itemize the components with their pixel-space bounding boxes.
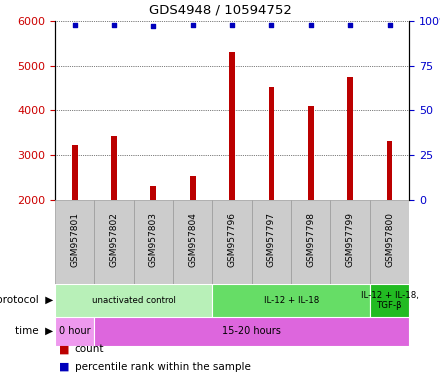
Text: GSM957801: GSM957801 [70,212,79,267]
Bar [330,200,370,284]
Bar [252,200,291,284]
Text: GSM957797: GSM957797 [267,212,276,267]
Bar [308,106,314,200]
Bar [213,284,370,317]
Bar [268,87,275,200]
Point [71,22,78,28]
Text: count: count [75,344,104,354]
Point [347,22,354,28]
Bar [370,200,409,284]
Point [110,22,117,28]
Text: GSM957799: GSM957799 [346,212,355,267]
Bar [190,177,196,200]
Text: ■: ■ [59,362,70,372]
Text: GSM957798: GSM957798 [306,212,315,267]
Text: ■: ■ [59,344,70,354]
Bar [173,200,213,284]
Bar [213,200,252,284]
Text: GDS4948 / 10594752: GDS4948 / 10594752 [149,4,291,17]
Bar [387,141,392,200]
Bar [111,136,117,200]
Bar [55,200,94,284]
Point [268,22,275,28]
Bar [370,284,409,317]
Point [189,22,196,28]
Text: IL-12 + IL-18,
TGF-β: IL-12 + IL-18, TGF-β [361,291,418,310]
Point [386,22,393,28]
Bar [229,52,235,200]
Bar [55,317,94,346]
Bar [291,200,330,284]
Text: IL-12 + IL-18: IL-12 + IL-18 [264,296,319,305]
Bar [347,77,353,200]
Point [229,22,236,28]
Bar [94,200,134,284]
Text: time  ▶: time ▶ [15,326,53,336]
Text: GSM957804: GSM957804 [188,212,197,267]
Point [150,23,157,30]
Text: GSM957796: GSM957796 [227,212,237,267]
Text: 15-20 hours: 15-20 hours [222,326,281,336]
Bar [55,284,213,317]
Bar [134,200,173,284]
Text: percentile rank within the sample: percentile rank within the sample [75,362,251,372]
Text: GSM957803: GSM957803 [149,212,158,267]
Bar [94,317,409,346]
Text: GSM957800: GSM957800 [385,212,394,267]
Text: protocol  ▶: protocol ▶ [0,295,53,306]
Text: 0 hour: 0 hour [59,326,91,336]
Bar [72,145,77,200]
Text: GSM957802: GSM957802 [110,212,118,267]
Point [307,22,314,28]
Text: unactivated control: unactivated control [92,296,176,305]
Bar [150,186,156,200]
